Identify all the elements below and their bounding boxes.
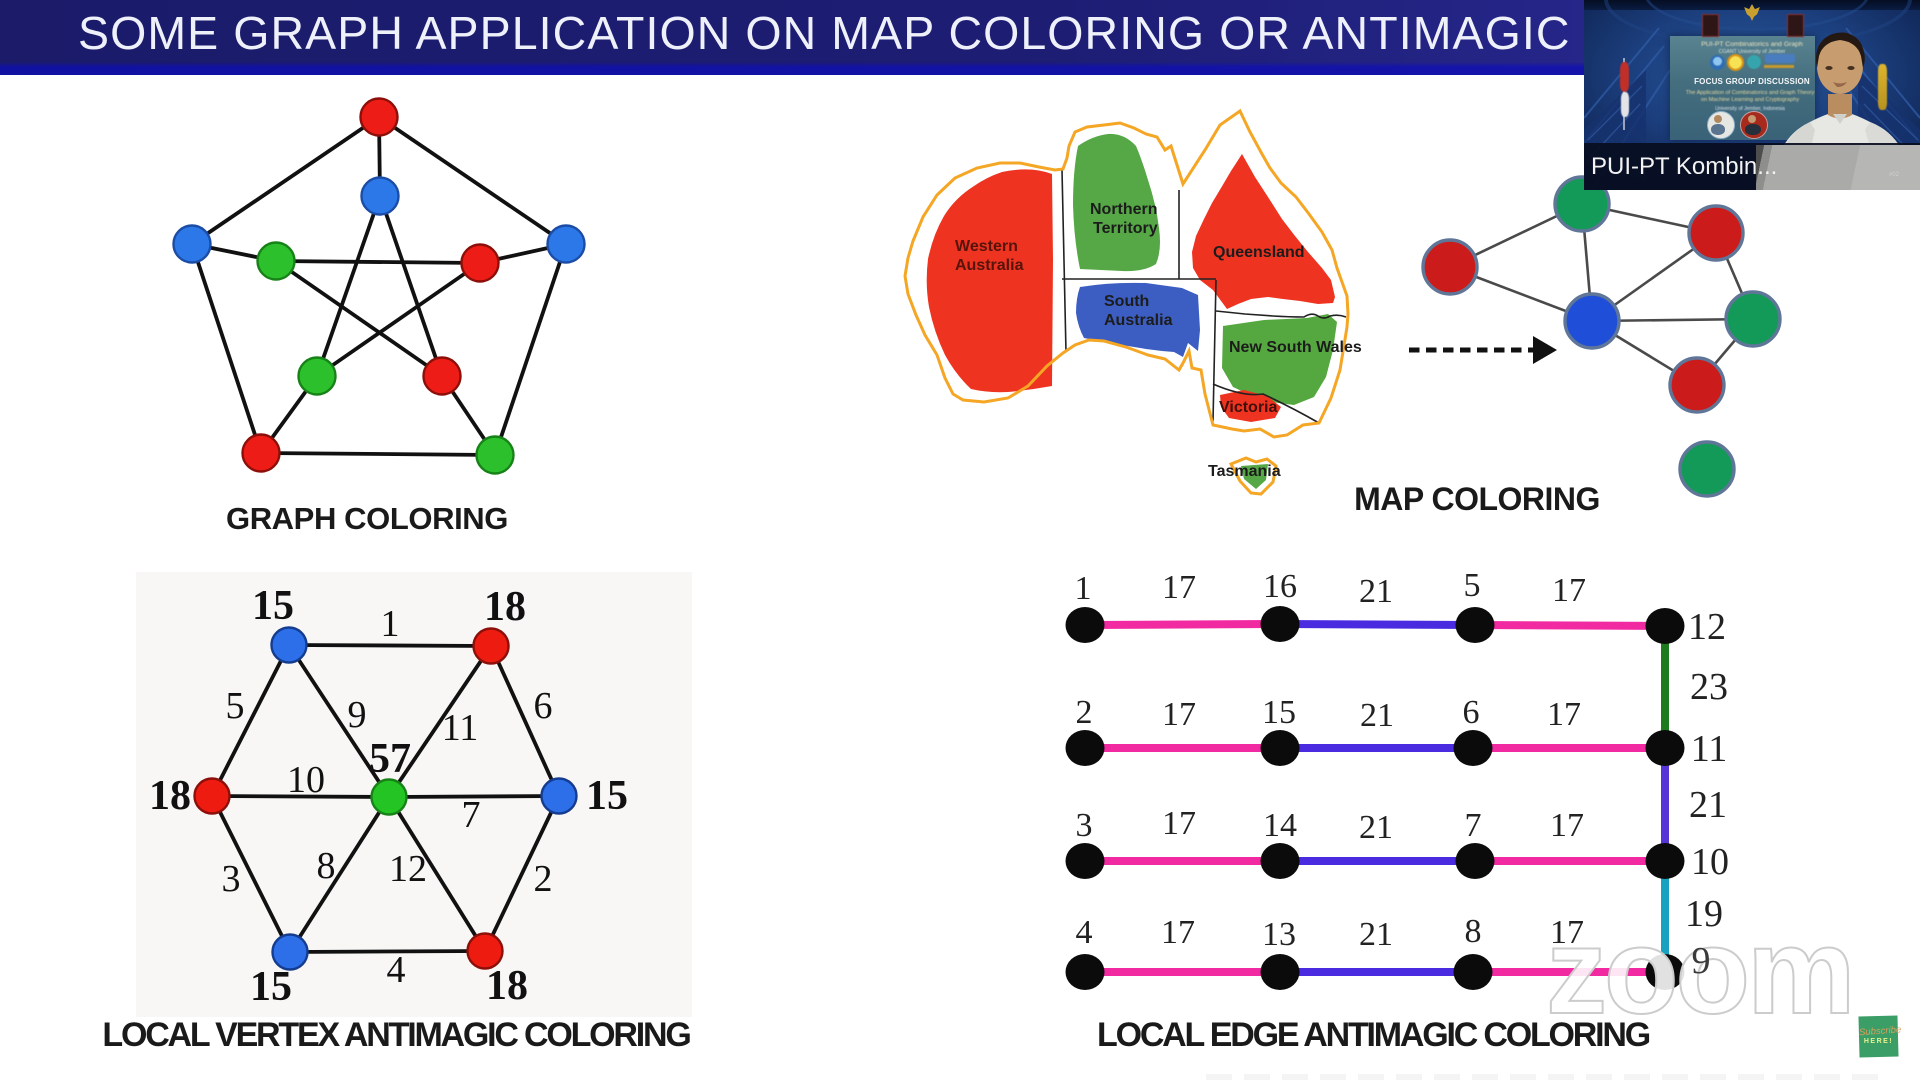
svg-text:10: 10 [1691, 841, 1729, 883]
svg-text:11: 11 [442, 707, 479, 749]
svg-text:15: 15 [252, 583, 294, 629]
svg-text:18: 18 [149, 773, 191, 819]
svg-text:21: 21 [1360, 697, 1394, 734]
svg-text:Victoria: Victoria [1219, 399, 1278, 416]
svg-text:14: 14 [1263, 807, 1297, 844]
svg-text:15: 15 [1262, 694, 1296, 731]
svg-text:11: 11 [1691, 728, 1728, 770]
svg-text:23: 23 [1690, 666, 1728, 708]
svg-text:4: 4 [1076, 914, 1093, 951]
svg-text:6: 6 [534, 685, 553, 727]
svg-text:10: 10 [287, 759, 325, 801]
svg-text:South: South [1104, 293, 1149, 310]
svg-text:Tasmania: Tasmania [1208, 463, 1281, 480]
svg-text:Queensland: Queensland [1213, 244, 1305, 261]
svg-text:9: 9 [1692, 940, 1711, 982]
svg-text:5: 5 [226, 685, 245, 727]
svg-text:2: 2 [534, 858, 553, 900]
svg-text:57: 57 [369, 736, 411, 782]
svg-text:PUI-PT Kombin...: PUI-PT Kombin... [1591, 153, 1777, 180]
svg-text:Western: Western [955, 238, 1018, 255]
svg-text:15: 15 [586, 773, 628, 819]
svg-text:16: 16 [1263, 568, 1297, 605]
svg-text:17: 17 [1550, 807, 1584, 844]
svg-text:18: 18 [486, 963, 528, 1009]
svg-text:6: 6 [1463, 694, 1480, 731]
svg-text:8: 8 [317, 845, 336, 887]
svg-text:12: 12 [1688, 606, 1726, 648]
svg-text:17: 17 [1547, 696, 1581, 733]
svg-text:13: 13 [1262, 916, 1296, 953]
svg-text:3: 3 [222, 858, 241, 900]
svg-text:4: 4 [387, 949, 406, 991]
svg-text:17: 17 [1162, 805, 1196, 842]
svg-text:17: 17 [1162, 696, 1196, 733]
svg-text:17: 17 [1550, 914, 1584, 951]
svg-text:3: 3 [1076, 807, 1093, 844]
svg-text:17: 17 [1552, 572, 1586, 609]
svg-text:LOCAL VERTEX ANTIMAGIC COLORIN: LOCAL VERTEX ANTIMAGIC COLORING [102, 1016, 690, 1054]
svg-text:21: 21 [1359, 573, 1393, 610]
svg-text:5: 5 [1464, 567, 1481, 604]
svg-text:21: 21 [1359, 916, 1393, 953]
svg-text:18: 18 [484, 584, 526, 630]
svg-text:Australia: Australia [955, 257, 1024, 274]
svg-text:15: 15 [250, 964, 292, 1010]
svg-text:zoom: zoom [1546, 903, 1853, 1039]
svg-text:LOCAL EDGE ANTIMAGIC COLORING: LOCAL EDGE ANTIMAGIC COLORING [1097, 1016, 1650, 1054]
svg-text:MAP COLORING: MAP COLORING [1354, 481, 1600, 517]
svg-text:8: 8 [1465, 913, 1482, 950]
svg-text:7: 7 [462, 794, 481, 836]
svg-text:Territory: Territory [1093, 220, 1158, 237]
svg-text:21: 21 [1359, 809, 1393, 846]
svg-text:GRAPH COLORING: GRAPH COLORING [226, 501, 508, 536]
svg-text:21: 21 [1689, 784, 1727, 826]
svg-text:Australia: Australia [1104, 312, 1173, 329]
svg-text:17: 17 [1161, 914, 1195, 951]
svg-text:2: 2 [1076, 694, 1093, 731]
svg-text:9: 9 [348, 694, 367, 736]
svg-text:1: 1 [381, 603, 400, 645]
svg-text:Northern: Northern [1090, 201, 1158, 218]
svg-text:17: 17 [1162, 569, 1196, 606]
svg-text:1: 1 [1075, 570, 1092, 607]
svg-text:New South Wales: New South Wales [1229, 339, 1362, 356]
svg-text:12: 12 [389, 848, 427, 890]
svg-text:19: 19 [1685, 893, 1723, 935]
svg-text:7: 7 [1465, 807, 1482, 844]
